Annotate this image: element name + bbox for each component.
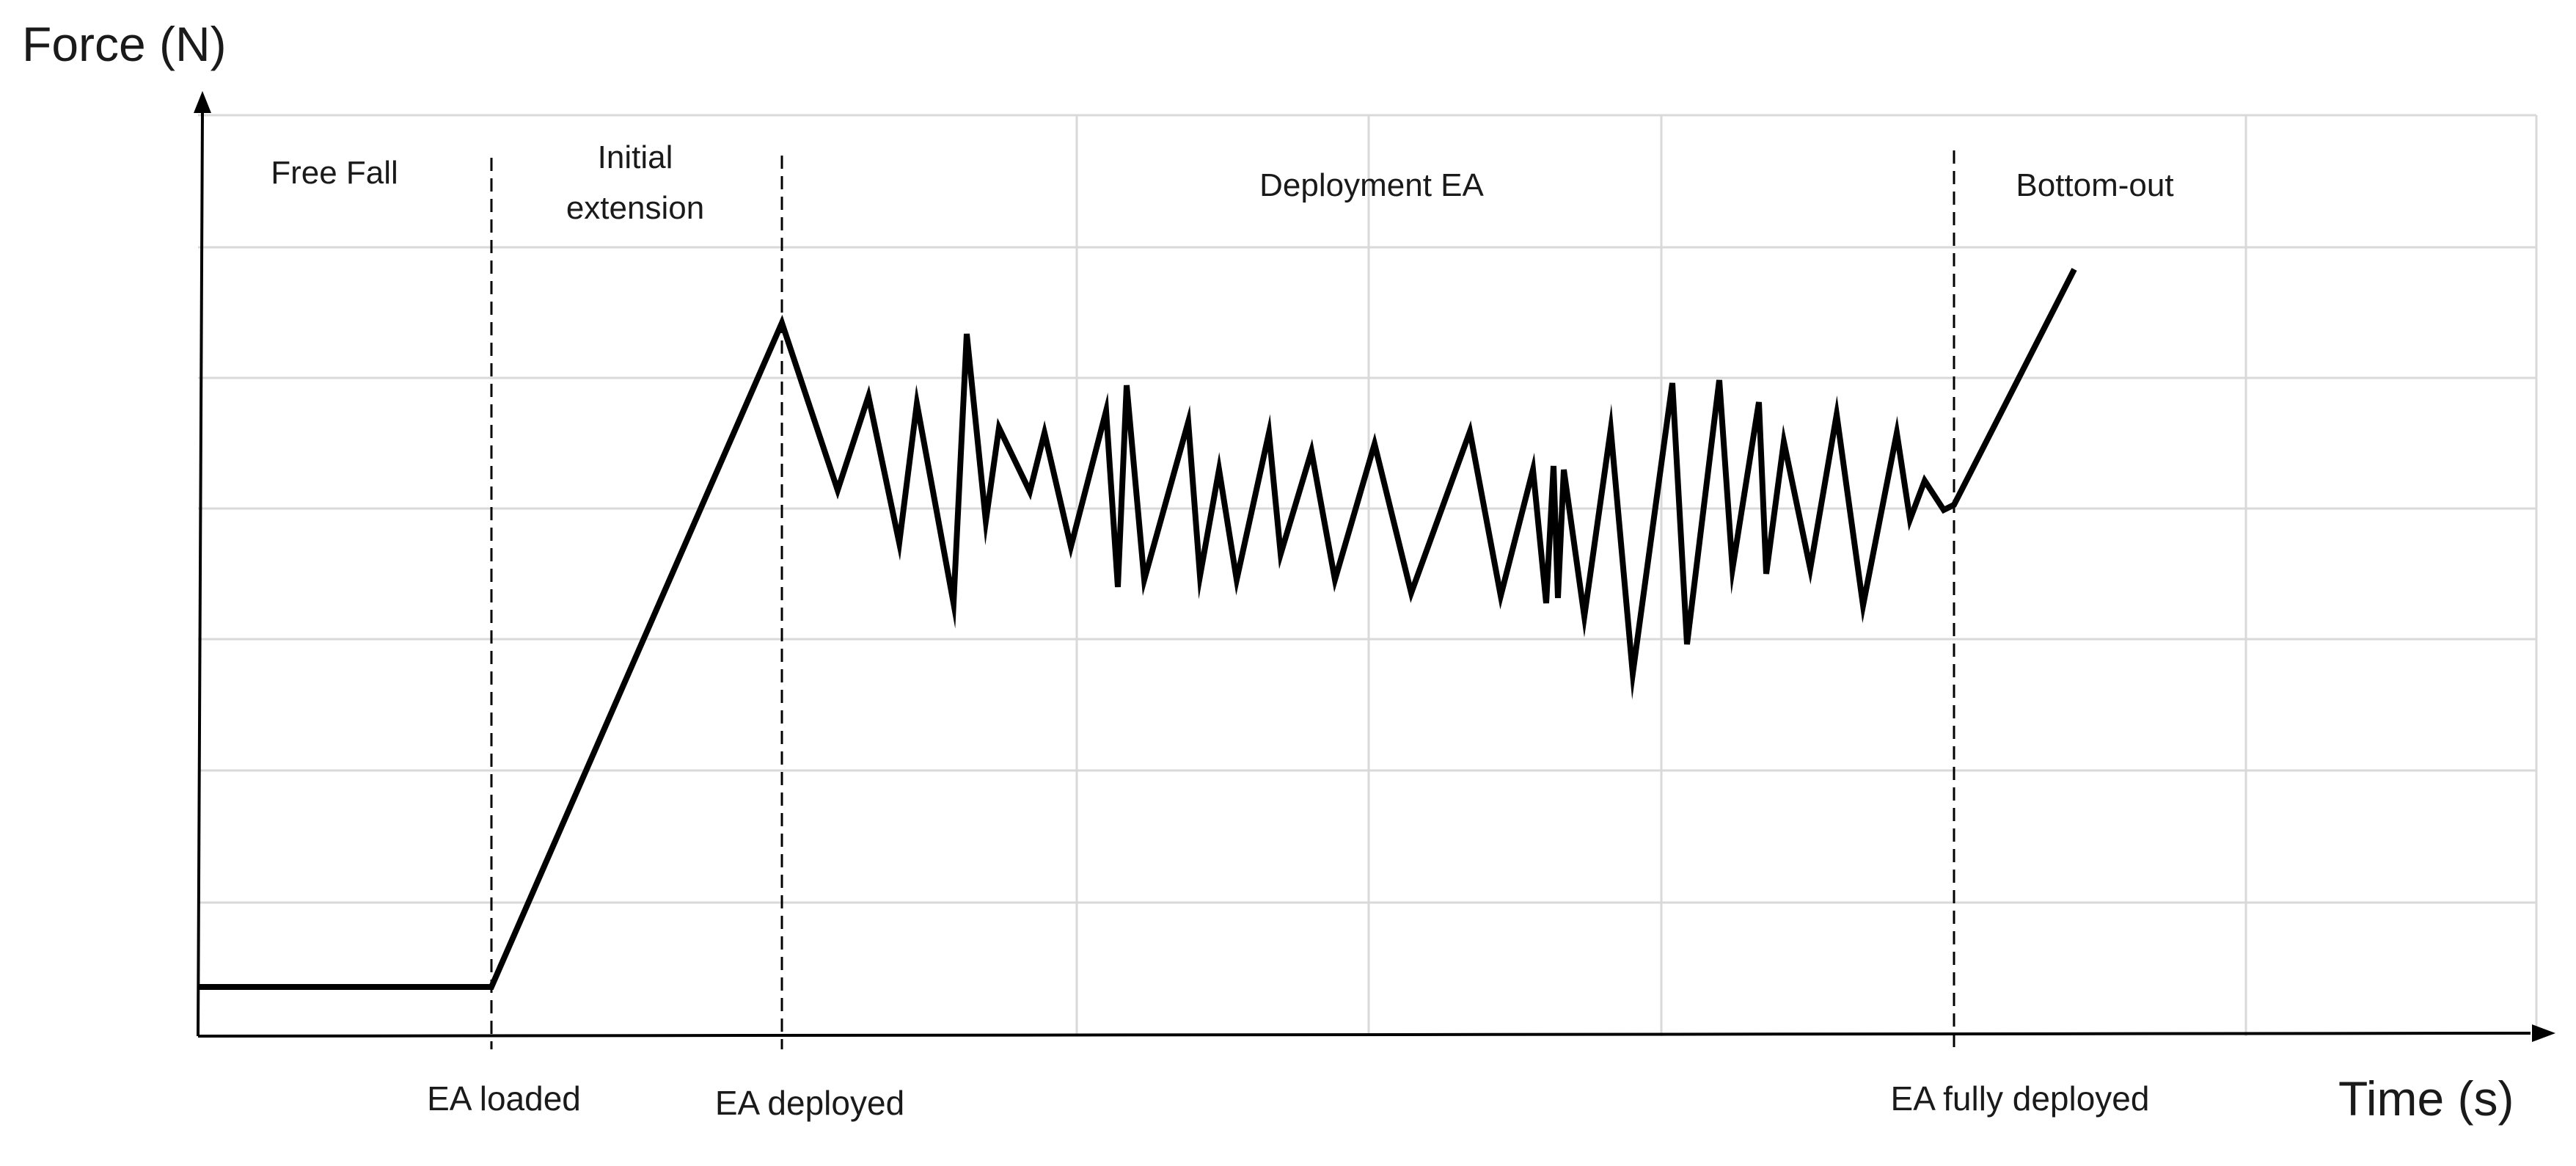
phase-label-bottom-out: Bottom-out [2016,167,2173,203]
event-label-ea-fully-deployed: EA fully deployed [1891,1079,2150,1118]
phase-label-free-fall: Free Fall [271,155,398,191]
y-axis-arrow-icon [194,91,211,113]
x-axis-arrow-icon [2532,1024,2555,1042]
phase-label-initial-extension-line-2: extension [566,190,704,226]
axes [197,109,2531,1038]
phase-label-deployment-ea: Deployment EA [1259,167,1484,203]
y-axis [197,109,204,1037]
phase-boundaries [490,150,1955,1049]
grid [198,114,2538,1036]
x-axis-title: Time (s) [2338,1071,2514,1126]
force-curve [198,268,2077,990]
y-axis-title: Force (N) [22,17,227,71]
x-axis [197,1032,2531,1038]
event-label-ea-deployed: EA deployed [715,1084,904,1122]
event-label-ea-loaded: EA loaded [427,1079,581,1118]
phase-label-initial-extension-line-1: Initial [598,139,673,175]
